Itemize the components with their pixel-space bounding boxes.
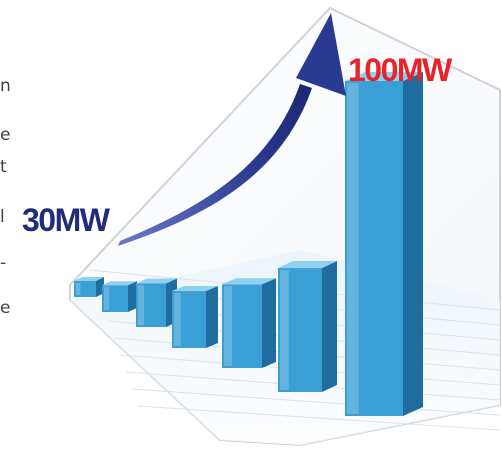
- bar-front: [102, 285, 128, 312]
- bar: [102, 281, 137, 312]
- text-fragment: -: [0, 255, 7, 272]
- bar-highlight: [280, 270, 289, 390]
- trend-arrow: [118, 13, 346, 246]
- grid-line: [137, 405, 501, 431]
- text-fragment: e: [0, 300, 11, 317]
- bar: [74, 277, 104, 297]
- bar-highlight: [347, 83, 359, 414]
- end-value-label: 100MW: [348, 52, 453, 88]
- bar-front: [222, 284, 262, 368]
- bar-top: [74, 277, 104, 281]
- start-value-label: 30MW: [22, 202, 111, 238]
- text-fragment: t: [0, 159, 7, 176]
- bar-top: [172, 286, 218, 292]
- bar-top: [102, 281, 137, 286]
- bar-side: [206, 286, 218, 348]
- bar-front: [74, 281, 96, 297]
- text-fragment: e: [0, 127, 11, 144]
- bar-side: [128, 281, 137, 312]
- bar: [278, 261, 337, 392]
- bar: [345, 72, 423, 416]
- bar-highlight: [138, 285, 144, 325]
- bar-side: [403, 72, 423, 416]
- bar-highlight: [174, 293, 181, 346]
- bar-top: [345, 72, 423, 81]
- grid-line: [131, 388, 501, 416]
- bar-front: [172, 291, 206, 348]
- bar-front: [278, 268, 322, 392]
- text-fragment: l: [0, 209, 5, 226]
- bar-highlight: [104, 287, 110, 310]
- bar-top: [278, 261, 337, 269]
- bar: [172, 286, 218, 348]
- bar-side: [262, 278, 276, 368]
- bar: [136, 278, 177, 327]
- bar-highlight: [76, 283, 81, 295]
- trend-arrow-head: [296, 13, 346, 96]
- bar: [222, 278, 276, 368]
- text-fragment: n: [0, 78, 11, 95]
- bar-top: [222, 278, 276, 285]
- bar-front: [136, 283, 166, 327]
- bar-side: [322, 261, 337, 392]
- chart-bars: [74, 72, 423, 416]
- bar-highlight: [224, 286, 232, 366]
- bar-top: [136, 278, 177, 284]
- bar-front: [345, 81, 403, 416]
